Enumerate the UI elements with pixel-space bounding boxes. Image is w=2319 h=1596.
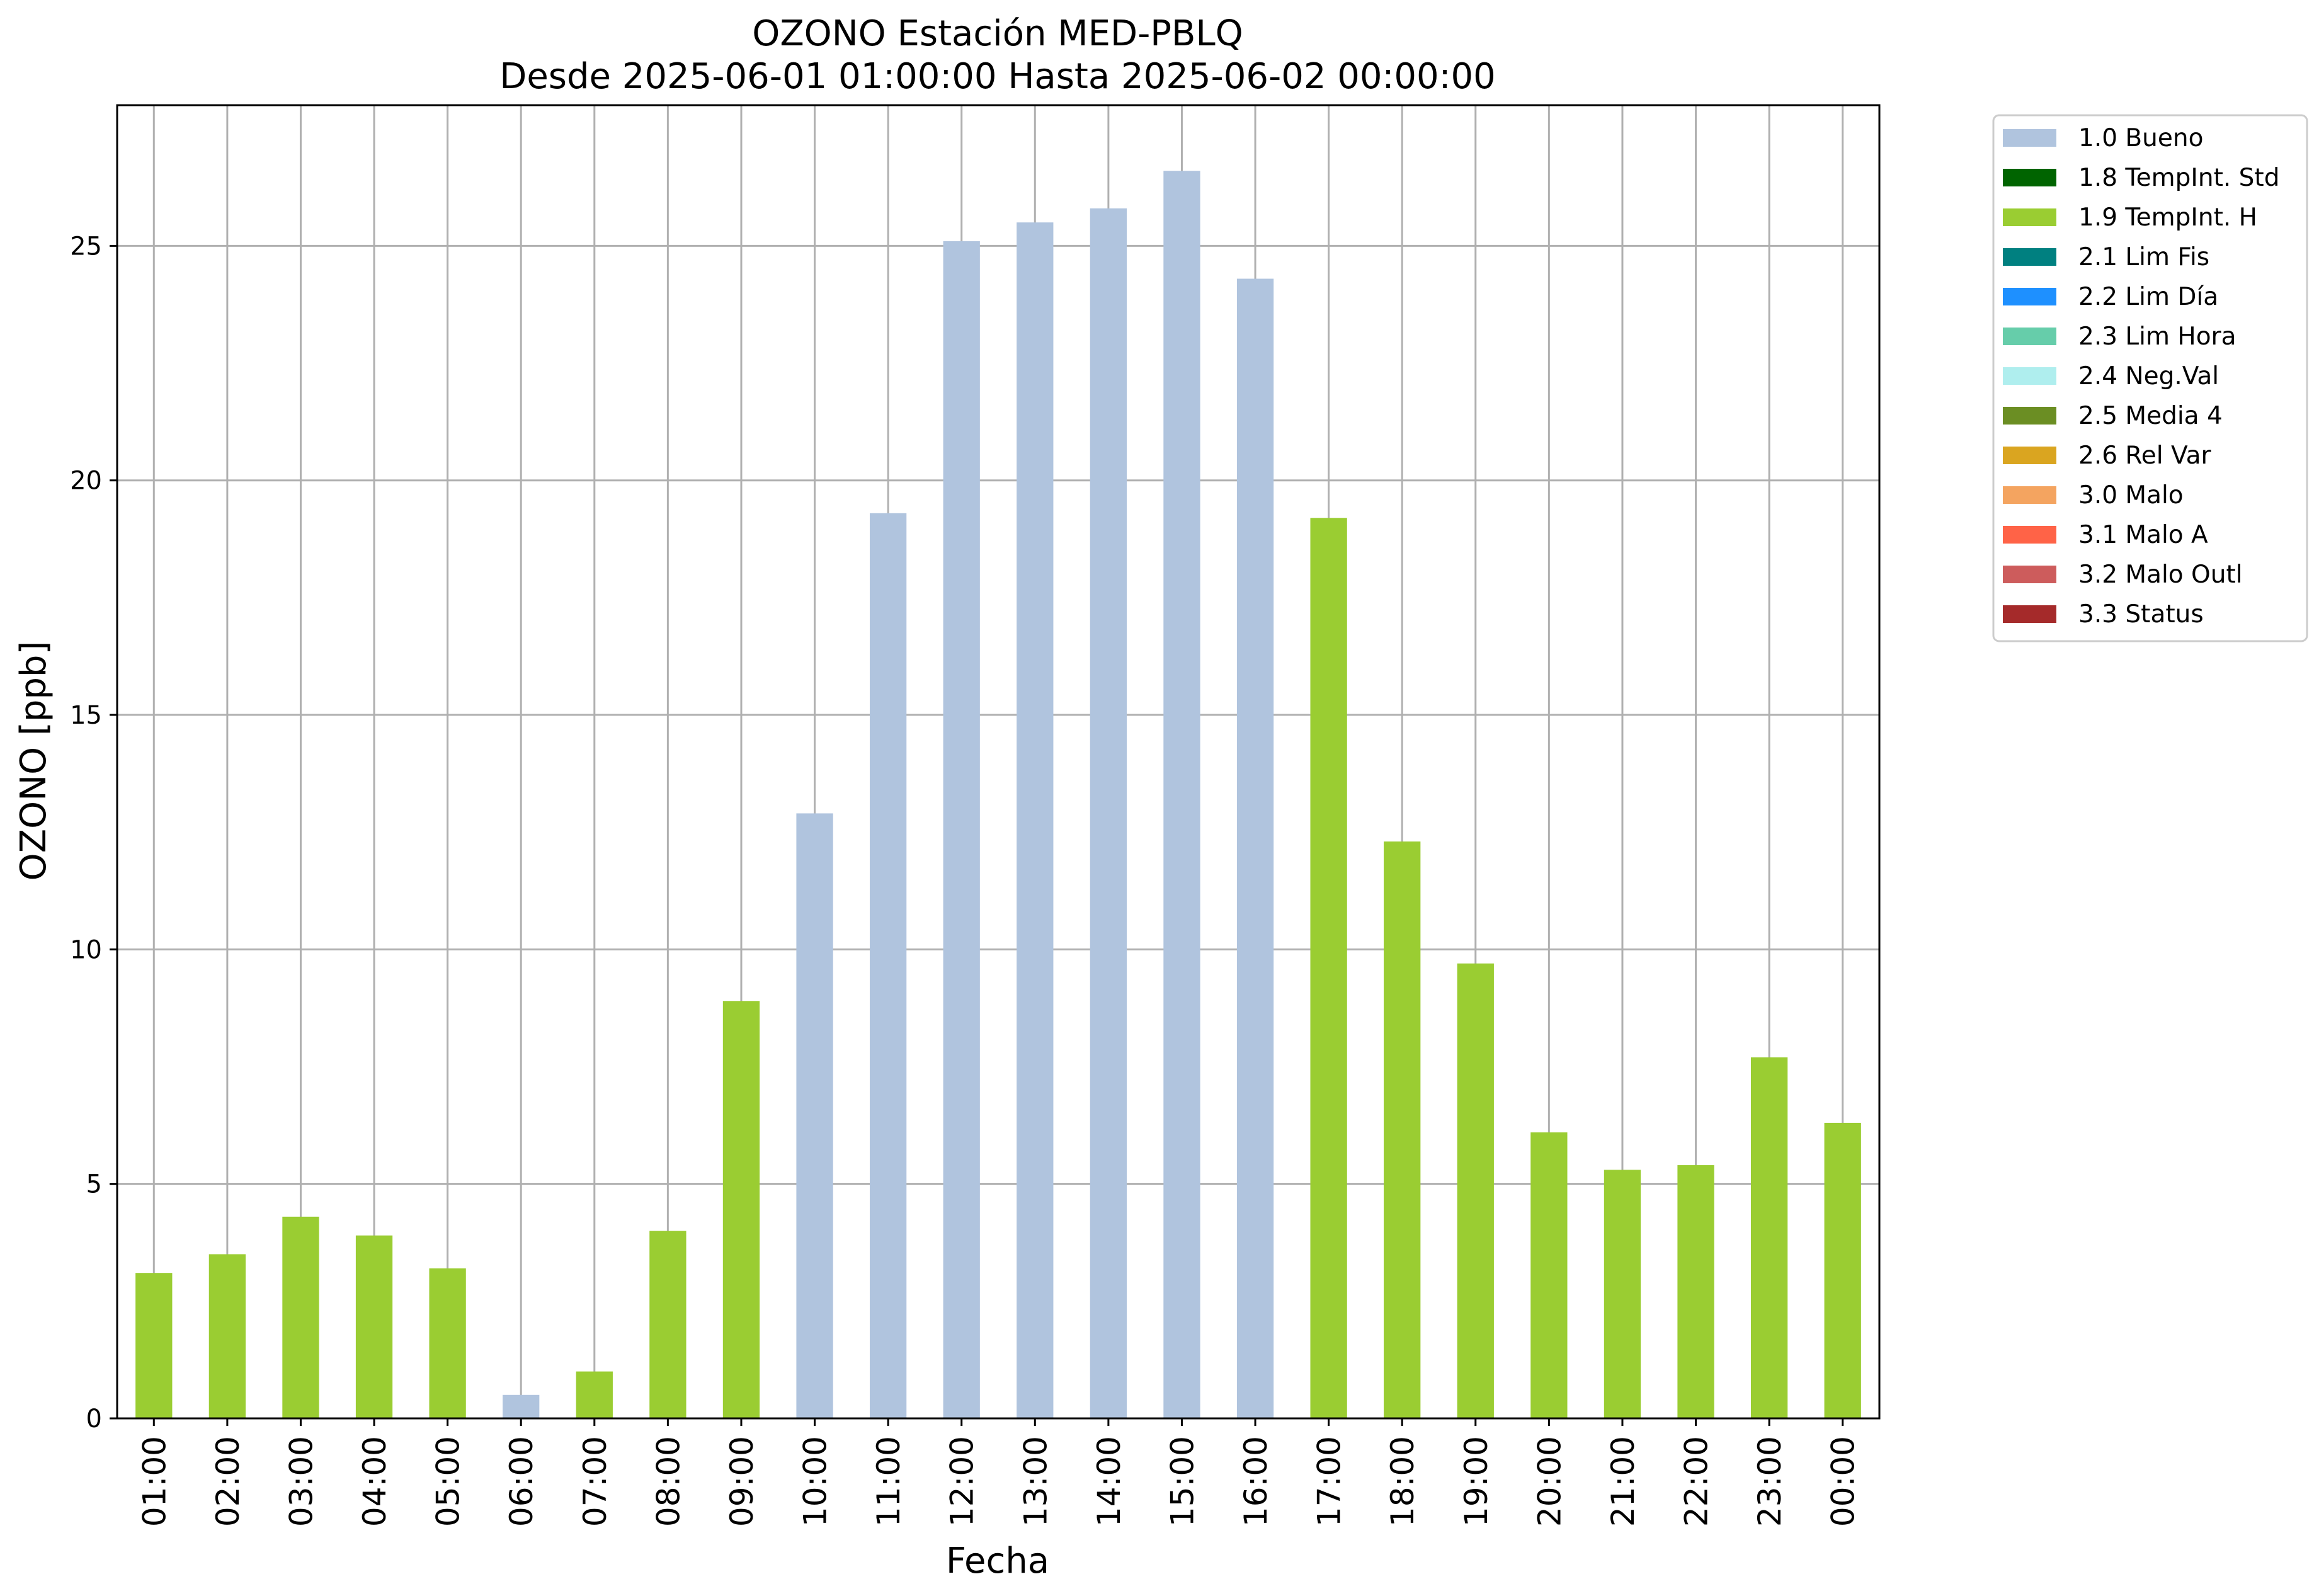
bar-0100 (135, 1273, 173, 1418)
x-tick-label: 08:00 (650, 1436, 687, 1527)
legend-swatch-3-3 (2003, 605, 2056, 623)
bar-0500 (429, 1268, 466, 1418)
legend-swatch-2-6 (2003, 447, 2056, 464)
legend-label-3-0: 3.0 Malo (2078, 481, 2184, 510)
y-tick-label: 0 (86, 1405, 102, 1434)
y-tick-label: 25 (70, 232, 102, 261)
x-tick-label: 16:00 (1238, 1436, 1274, 1527)
legend-swatch-2-3 (2003, 328, 2056, 345)
x-tick-label: 02:00 (210, 1436, 246, 1527)
legend-label-1-0: 1.0 Bueno (2078, 124, 2203, 152)
x-tick-label: 10:00 (797, 1436, 834, 1527)
x-tick-label: 20:00 (1531, 1436, 1568, 1527)
bar-1100 (869, 513, 907, 1418)
legend-label-1-8: 1.8 TempInt. Std (2078, 164, 2279, 192)
legend-swatch-2-4 (2003, 367, 2056, 385)
x-tick-label: 13:00 (1017, 1436, 1054, 1527)
bar-2300 (1750, 1057, 1788, 1418)
x-tick-label: 23:00 (1752, 1436, 1788, 1527)
bar-0900 (722, 1001, 760, 1418)
bar-0400 (355, 1235, 393, 1418)
legend-label-2-3: 2.3 Lim Hora (2078, 322, 2236, 351)
x-tick-label: 01:00 (136, 1436, 173, 1527)
legend-swatch-3-2 (2003, 566, 2056, 583)
bar-0200 (208, 1254, 246, 1418)
x-tick-label: 21:00 (1605, 1436, 1641, 1527)
bar-0000 (1824, 1122, 1861, 1418)
y-axis-ticks: 0 5 10 15 20 25 (70, 232, 117, 1434)
bar-0800 (649, 1231, 687, 1418)
bar-1000 (796, 813, 833, 1418)
bar-1800 (1384, 841, 1421, 1418)
y-tick-label: 15 (70, 701, 102, 730)
x-tick-label: 14:00 (1091, 1436, 1127, 1527)
x-tick-label: 00:00 (1825, 1436, 1862, 1527)
legend-swatch-3-0 (2003, 486, 2056, 504)
x-tick-label: 15:00 (1164, 1436, 1200, 1527)
legend-label-2-1: 2.1 Lim Fis (2078, 243, 2209, 271)
bar-0300 (282, 1216, 319, 1418)
legend-swatch-1-0 (2003, 129, 2056, 147)
legend-label-3-2: 3.2 Malo Outl (2078, 561, 2243, 589)
x-tick-label: 04:00 (356, 1436, 393, 1527)
legend-label-2-6: 2.6 Rel Var (2078, 442, 2212, 470)
chart-title-line1: OZONO Estación MED-PBLQ (752, 13, 1243, 54)
x-tick-label: 09:00 (724, 1436, 760, 1527)
legend: 1.0 Bueno 1.8 TempInt. Std 1.9 TempInt. H 2… (1992, 114, 2308, 642)
bar-1600 (1236, 278, 1274, 1419)
x-tick-label: 12:00 (944, 1436, 981, 1527)
y-axis-label: OZONO [ppb] (13, 641, 54, 881)
y-tick-label: 10 (70, 935, 102, 964)
bar-1700 (1310, 518, 1347, 1419)
legend-swatch-2-5 (2003, 407, 2056, 425)
x-tick-label: 07:00 (577, 1436, 613, 1527)
bar-2000 (1530, 1132, 1568, 1418)
x-tick-label: 19:00 (1458, 1436, 1495, 1527)
x-tick-label: 18:00 (1384, 1436, 1421, 1527)
bar-1500 (1163, 171, 1200, 1418)
bar-0700 (576, 1371, 613, 1418)
bar-1200 (943, 241, 980, 1419)
legend-swatch-2-2 (2003, 288, 2056, 305)
x-tick-label: 22:00 (1678, 1436, 1715, 1527)
bar-1300 (1017, 222, 1054, 1419)
legend-label-3-1: 3.1 Malo A (2078, 521, 2208, 549)
y-tick-label: 5 (86, 1170, 102, 1199)
x-tick-label: 06:00 (503, 1436, 540, 1527)
legend-swatch-1-8 (2003, 169, 2056, 186)
chart-title-line2: Desde 2025-06-01 01:00:00 Hasta 2025-06-… (499, 56, 1496, 97)
plot-frame (116, 104, 1881, 1420)
bar-0600 (503, 1394, 540, 1418)
x-tick-label: 17:00 (1311, 1436, 1348, 1527)
bar-1900 (1457, 963, 1494, 1418)
bar-2200 (1677, 1165, 1714, 1418)
legend-swatch-3-1 (2003, 526, 2056, 544)
legend-label-2-4: 2.4 Neg.Val (2078, 362, 2219, 390)
x-axis-ticks: 01:00 02:00 03:00 04:00 05:00 06:00 07:00 08:00… (136, 1418, 1862, 1527)
plot-background (117, 105, 1879, 1418)
legend-frame (1992, 114, 2308, 642)
legend-swatch-2-1 (2003, 248, 2056, 266)
x-axis-label: Fecha (946, 1541, 1049, 1582)
x-tick-label: 03:00 (283, 1436, 319, 1527)
x-tick-label: 05:00 (430, 1436, 467, 1527)
legend-label-3-3: 3.3 Status (2078, 600, 2204, 629)
bar-2100 (1604, 1170, 1641, 1418)
legend-swatch-1-9 (2003, 208, 2056, 226)
bars (135, 171, 1861, 1419)
bar-1400 (1090, 208, 1127, 1419)
legend-label-2-2: 2.2 Lim Día (2078, 283, 2218, 311)
legend-label-1-9: 1.9 TempInt. H (2078, 203, 2257, 232)
x-tick-label: 11:00 (870, 1436, 907, 1527)
y-tick-label: 20 (70, 467, 102, 496)
legend-label-2-5: 2.5 Media 4 (2078, 402, 2223, 430)
